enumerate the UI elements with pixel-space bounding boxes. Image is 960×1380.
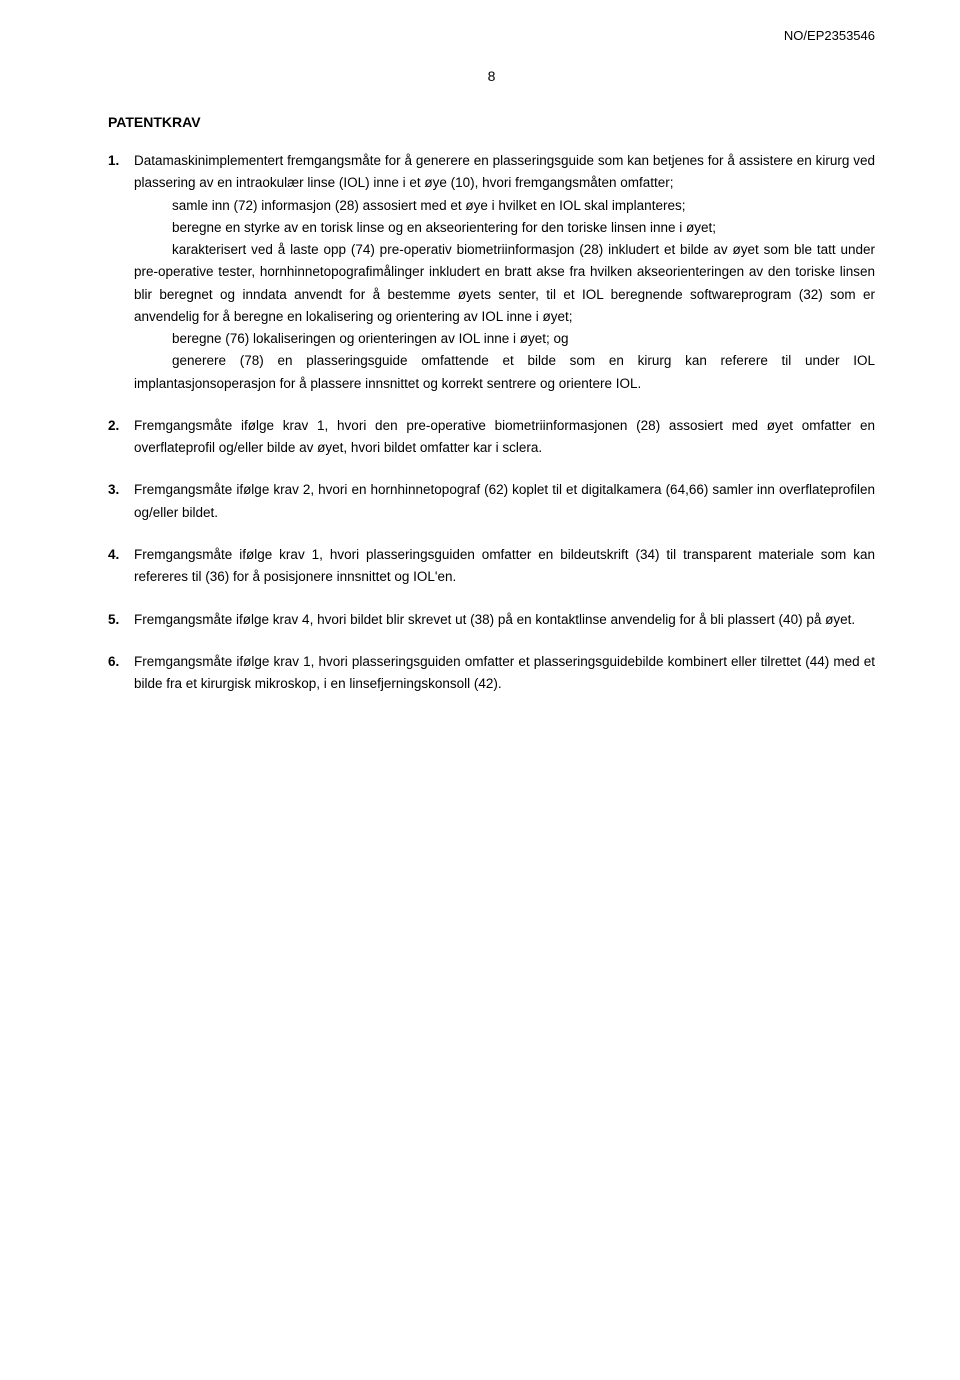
claim-item: 1.Datamaskinimplementert fremgangsmåte f… bbox=[108, 150, 875, 395]
claim-paragraph: Fremgangsmåte ifølge krav 1, hvori den p… bbox=[134, 415, 875, 460]
claim-number: 2. bbox=[108, 415, 134, 460]
claim-number: 6. bbox=[108, 651, 134, 696]
claim-paragraph: Datamaskinimplementert fremgangsmåte for… bbox=[134, 150, 875, 195]
claim-indented-paragraph: samle inn (72) informasjon (28) assosier… bbox=[134, 195, 875, 217]
claim-text: Fremgangsmåte ifølge krav 2, hvori en ho… bbox=[134, 479, 875, 524]
claims-container: 1.Datamaskinimplementert fremgangsmåte f… bbox=[108, 150, 875, 695]
claim-number: 3. bbox=[108, 479, 134, 524]
document-reference: NO/EP2353546 bbox=[784, 28, 875, 43]
claim-item: 4.Fremgangsmåte ifølge krav 1, hvori pla… bbox=[108, 544, 875, 589]
claim-paragraph: Fremgangsmåte ifølge krav 4, hvori bilde… bbox=[134, 609, 875, 631]
claim-indented-paragraph: generere (78) en plasseringsguide omfatt… bbox=[134, 350, 875, 395]
claim-text: Fremgangsmåte ifølge krav 4, hvori bilde… bbox=[134, 609, 875, 631]
claim-paragraph: Fremgangsmåte ifølge krav 1, hvori plass… bbox=[134, 544, 875, 589]
claim-item: 2.Fremgangsmåte ifølge krav 1, hvori den… bbox=[108, 415, 875, 460]
claim-text: Fremgangsmåte ifølge krav 1, hvori plass… bbox=[134, 651, 875, 696]
claim-item: 5.Fremgangsmåte ifølge krav 4, hvori bil… bbox=[108, 609, 875, 631]
claim-indented-paragraph: beregne en styrke av en torisk linse og … bbox=[134, 217, 875, 239]
claim-number: 4. bbox=[108, 544, 134, 589]
page-number: 8 bbox=[108, 68, 875, 84]
claim-text: Fremgangsmåte ifølge krav 1, hvori den p… bbox=[134, 415, 875, 460]
claim-text: Datamaskinimplementert fremgangsmåte for… bbox=[134, 150, 875, 395]
claim-paragraph: Fremgangsmåte ifølge krav 1, hvori plass… bbox=[134, 651, 875, 696]
section-title: PATENTKRAV bbox=[108, 114, 875, 130]
claim-item: 3.Fremgangsmåte ifølge krav 2, hvori en … bbox=[108, 479, 875, 524]
claim-indented-paragraph: beregne (76) lokaliseringen og orienteri… bbox=[134, 328, 875, 350]
claim-paragraph: Fremgangsmåte ifølge krav 2, hvori en ho… bbox=[134, 479, 875, 524]
claim-number: 5. bbox=[108, 609, 134, 631]
claim-number: 1. bbox=[108, 150, 134, 395]
claim-text: Fremgangsmåte ifølge krav 1, hvori plass… bbox=[134, 544, 875, 589]
claim-indented-paragraph: karakterisert ved å laste opp (74) pre-o… bbox=[134, 239, 875, 328]
claim-item: 6.Fremgangsmåte ifølge krav 1, hvori pla… bbox=[108, 651, 875, 696]
